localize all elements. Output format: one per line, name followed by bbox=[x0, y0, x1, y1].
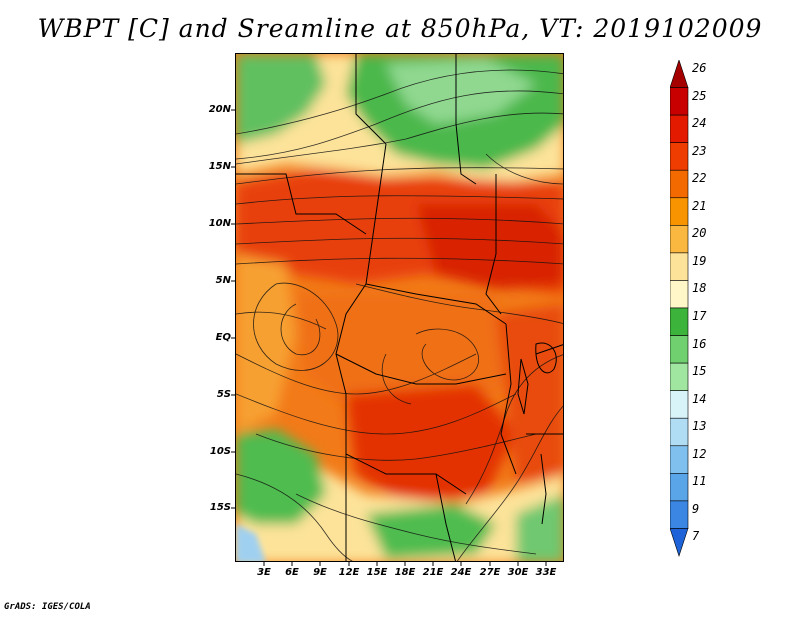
lon-label: 9E bbox=[313, 567, 327, 578]
country-borders bbox=[236, 54, 563, 561]
lat-label: EQ bbox=[215, 332, 231, 343]
colorbar-swatch bbox=[670, 528, 689, 557]
colorbar-label: 18 bbox=[692, 281, 707, 296]
colorbar-label: 15 bbox=[692, 364, 707, 379]
axis-ticks bbox=[231, 109, 547, 566]
colorbar-label: 24 bbox=[692, 116, 707, 131]
colorbar-swatch bbox=[670, 252, 689, 281]
colorbar-label: 20 bbox=[692, 226, 707, 241]
lon-label: 18E bbox=[394, 567, 416, 578]
colorbar-swatch bbox=[670, 445, 689, 474]
lon-label: 12E bbox=[338, 567, 360, 578]
colorbar-swatch bbox=[670, 390, 689, 419]
southwest-blue-region bbox=[236, 524, 266, 561]
colorbar-swatch bbox=[670, 500, 689, 529]
colorbar-label: 14 bbox=[692, 391, 707, 406]
colorbar-swatch bbox=[670, 473, 689, 502]
colorbar-swatch bbox=[670, 280, 689, 309]
colorbar-label: 23 bbox=[692, 143, 707, 158]
colorbar-label: 9 bbox=[692, 501, 700, 516]
colorbar-swatch bbox=[670, 142, 689, 171]
lon-label: 30E bbox=[507, 567, 529, 578]
colorbar-label: 12 bbox=[692, 446, 707, 461]
north-pale-green bbox=[386, 59, 536, 124]
lat-label: 15S bbox=[209, 502, 231, 513]
lat-label: 20N bbox=[208, 104, 231, 115]
southwest-green-region bbox=[236, 429, 326, 524]
lon-label: 21E bbox=[422, 567, 444, 578]
lon-label: 27E bbox=[479, 567, 501, 578]
colorbar-swatch bbox=[670, 169, 689, 199]
colorbar-label: 7 bbox=[692, 529, 700, 544]
colorbar-label: 22 bbox=[692, 171, 707, 186]
colorbar-label: 16 bbox=[692, 336, 707, 351]
colorbar-label: 17 bbox=[692, 309, 707, 323]
colorbar-swatch bbox=[670, 197, 689, 226]
lat-label: 10N bbox=[208, 218, 231, 229]
map-panel bbox=[235, 53, 564, 562]
colorbar-label: 13 bbox=[692, 419, 707, 434]
lat-label: 5S bbox=[216, 389, 231, 400]
colorbar-swatch bbox=[670, 225, 689, 254]
colorbar-swatch bbox=[670, 307, 689, 336]
colorbar-swatch bbox=[670, 335, 689, 364]
colorbar-swatch bbox=[670, 60, 689, 88]
southeast-green bbox=[516, 494, 563, 561]
lon-label: 3E bbox=[257, 567, 271, 578]
colorbar-swatch bbox=[670, 114, 689, 143]
colorbar-swatch bbox=[670, 87, 689, 116]
lat-label: 10S bbox=[209, 446, 231, 457]
southern-green-belt bbox=[366, 504, 496, 559]
colorbar-label: 19 bbox=[692, 253, 707, 268]
east-highlands bbox=[496, 304, 563, 484]
lon-label: 33E bbox=[535, 567, 557, 578]
northwest-green-region bbox=[236, 54, 326, 144]
lon-label: 6E bbox=[285, 567, 299, 578]
central-red-core bbox=[416, 204, 563, 289]
colorbar-label: 26 bbox=[692, 61, 707, 75]
lat-label: 5N bbox=[215, 275, 231, 286]
streamlines bbox=[236, 69, 563, 561]
colorbar-label: 11 bbox=[692, 474, 707, 489]
wbpt-field bbox=[236, 54, 563, 561]
west-coast-orange bbox=[236, 254, 296, 434]
lon-label: 24E bbox=[450, 567, 472, 578]
lon-label: 15E bbox=[366, 567, 388, 578]
colorbar-label: 21 bbox=[692, 198, 707, 213]
colorbar-swatch bbox=[670, 417, 689, 447]
colorbar bbox=[670, 60, 689, 557]
lat-label: 15N bbox=[208, 161, 231, 172]
colorbar-label: 25 bbox=[692, 88, 707, 103]
chart-title: WBPT [C] and Sreamline at 850hPa, VT: 20… bbox=[37, 14, 763, 43]
great-lakes bbox=[517, 342, 557, 525]
colorbar-swatch bbox=[670, 362, 689, 391]
footer-credit: GrADS: IGES/COLA bbox=[4, 602, 91, 612]
